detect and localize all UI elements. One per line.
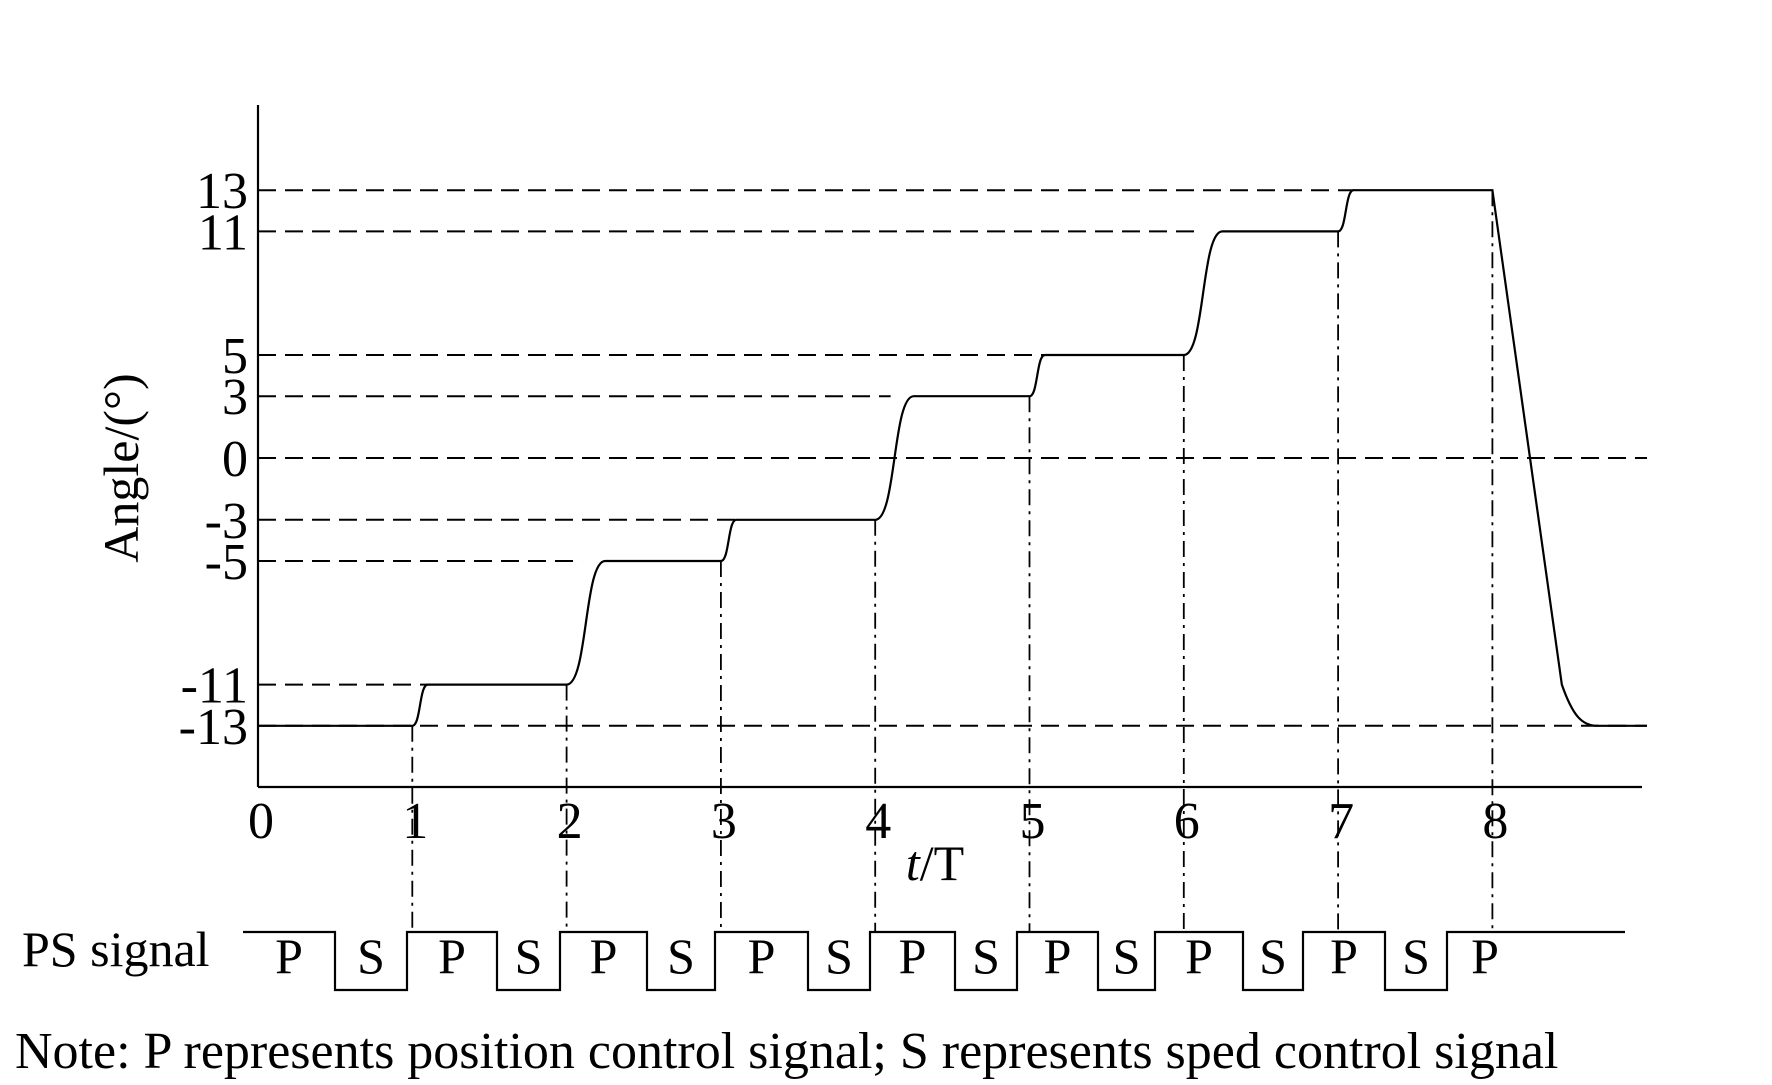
ps-speed-label: S (1259, 928, 1287, 984)
y-tick-label: 3 (222, 369, 248, 426)
ps-speed-label: S (515, 928, 543, 984)
x-tick-labels: 0 1 2 3 4 5 6 7 8 (248, 793, 1508, 850)
x-tick-label: 7 (1328, 793, 1354, 850)
y-tick-label: 13 (196, 163, 248, 220)
ps-position-label: P (748, 928, 776, 984)
ps-position-label: P (438, 928, 466, 984)
ps-speed-label: S (1402, 928, 1430, 984)
footnote: Note: P represents position control sign… (15, 1023, 1558, 1080)
ps-position-label: P (590, 928, 618, 984)
ps-speed-label: S (825, 928, 853, 984)
ps-speed-label: S (1113, 928, 1141, 984)
x-tick-label: 1 (402, 793, 428, 850)
x-tick-label: 6 (1174, 793, 1200, 850)
y-axis-label: Angle/(°) (93, 373, 149, 562)
ps-signal-label: PS signal (22, 921, 210, 977)
y-tick-label: -11 (181, 658, 248, 715)
y-tick-label: 0 (222, 431, 248, 488)
x-tick-label: 3 (711, 793, 737, 850)
ps-position-label: P (1471, 928, 1499, 984)
x-axis-label-var: t (906, 835, 921, 891)
ps-position-label: P (1044, 928, 1072, 984)
y-tick-label: -13 (179, 699, 248, 756)
x-tick-label: 5 (1020, 793, 1046, 850)
y-tick-label: -3 (205, 493, 248, 550)
y-tick-label: 11 (198, 204, 248, 261)
angle-line (258, 189, 1647, 727)
x-axis-label: t/T (906, 835, 964, 891)
x-axis-label-unit: /T (920, 835, 964, 891)
vertical-reference-lines (411, 190, 1494, 932)
ps-position-label: P (1185, 928, 1213, 984)
ps-position-label: P (1330, 928, 1358, 984)
x-tick-label: 8 (1482, 793, 1508, 850)
x-tick-label: 4 (865, 793, 891, 850)
ps-square-wave (243, 930, 1625, 992)
x-tick-label: 2 (557, 793, 583, 850)
ps-position-label: P (275, 928, 303, 984)
ps-speed-label: S (667, 928, 695, 984)
axes (256, 105, 1642, 789)
ps-speed-label: S (357, 928, 385, 984)
ps-speed-label: S (972, 928, 1000, 984)
y-tick-label: -5 (205, 534, 248, 591)
ps-position-label: P (899, 928, 927, 984)
angle-curve (258, 189, 1647, 727)
horizontal-reference-lines (258, 189, 1647, 727)
x-tick-label: 0 (248, 793, 274, 850)
y-tick-label: 5 (222, 328, 248, 385)
